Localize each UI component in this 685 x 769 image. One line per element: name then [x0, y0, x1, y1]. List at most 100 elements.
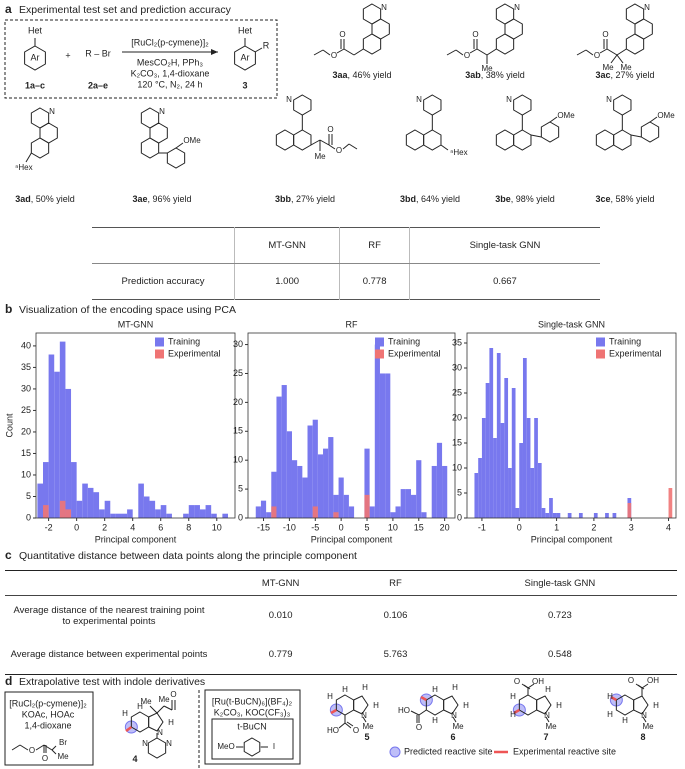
y-tick-label: 0	[457, 512, 462, 522]
bar	[379, 373, 386, 518]
legend-swatch	[375, 349, 384, 359]
legend-label: Experimental reactive site	[513, 746, 616, 756]
chart-title: MT-GNN	[118, 319, 154, 329]
ring	[613, 94, 632, 116]
bar	[65, 509, 72, 518]
bar	[668, 488, 673, 518]
compound-id: 5	[364, 732, 369, 742]
bond	[549, 116, 558, 123]
bar	[183, 513, 189, 518]
bar	[338, 477, 344, 518]
bond	[338, 722, 346, 729]
atom-label: H	[510, 710, 516, 719]
bar	[485, 383, 490, 518]
compound-yield: , 50% yield	[31, 194, 75, 204]
bar	[556, 513, 561, 518]
y-tick-label: 35	[452, 337, 462, 347]
x-tick-label: 1	[554, 522, 559, 532]
bond	[606, 48, 618, 56]
atom-label: HO	[398, 706, 410, 715]
compound-caption: 6	[450, 732, 455, 742]
atom-label: H	[432, 685, 438, 694]
bar	[552, 513, 557, 518]
row-label: Average distance of the nearest training…	[13, 604, 205, 627]
bar	[307, 425, 313, 518]
compound-id: 3ae	[132, 194, 147, 204]
catalyst: [RuCl₂(p-cymene)]₂	[131, 37, 209, 47]
atom-label: H	[607, 710, 613, 719]
plus: +	[65, 50, 70, 60]
compound-id: 6	[450, 732, 455, 742]
bond	[149, 705, 158, 714]
bond	[254, 47, 263, 53]
condition: [Ru(t-BuCN)₆](BF₄)₂	[212, 696, 293, 706]
atom-label: H	[463, 701, 469, 710]
bond	[455, 49, 464, 56]
bar	[99, 509, 105, 518]
bond	[446, 49, 457, 56]
x-tick-label: -15	[257, 522, 270, 532]
bond	[649, 116, 658, 123]
bar	[194, 505, 200, 518]
bar	[317, 454, 324, 518]
compound-caption: 4	[132, 754, 137, 764]
panel-title: Visualization of the encoding space usin…	[19, 304, 236, 316]
x-tick-label: 0	[339, 522, 344, 532]
y-tick-label: 5	[26, 491, 31, 501]
bar	[500, 423, 505, 518]
atom-label: O	[29, 746, 35, 755]
ring	[513, 129, 532, 151]
compound-yield: , 98% yield	[511, 194, 555, 204]
bar	[405, 489, 412, 518]
bond	[476, 48, 488, 56]
atom-label: O	[472, 30, 478, 39]
ring	[540, 121, 560, 143]
legend-label: Experimental	[609, 348, 662, 358]
accuracy-table: MT-GNN RF Single-task GNN Prediction accur…	[92, 227, 600, 300]
ring	[243, 737, 261, 757]
bar	[281, 385, 287, 518]
bond	[523, 684, 531, 690]
bar	[522, 358, 527, 518]
y-tick-label: 0	[238, 512, 243, 522]
panel-letter: c	[5, 548, 12, 562]
bond	[51, 745, 57, 751]
bar	[493, 438, 497, 518]
bond	[25, 152, 32, 163]
atom-label: H	[373, 701, 379, 710]
y-tick-label: 20	[233, 397, 243, 407]
bar	[431, 465, 437, 518]
atom-label: O	[594, 51, 600, 60]
condition: t-BuCN	[237, 721, 267, 731]
compound-label: 2a–e	[88, 80, 108, 90]
ring	[640, 121, 660, 143]
condition: KOAc, HOAc	[22, 709, 75, 719]
bond	[346, 721, 354, 727]
bond	[319, 139, 330, 146]
bar	[526, 418, 531, 518]
atom-label: OMe	[183, 136, 201, 145]
bar	[328, 437, 334, 518]
ring	[362, 33, 382, 55]
ring	[536, 695, 552, 715]
x-tick-label: 20	[440, 522, 450, 532]
x-tick-label: 0	[74, 522, 79, 532]
bar	[37, 483, 44, 518]
panel-letter: d	[5, 674, 12, 688]
atom-label: O	[42, 754, 48, 763]
bar	[76, 500, 83, 518]
cell: 0.548	[547, 649, 572, 660]
legend-swatch	[155, 349, 164, 359]
ring	[595, 129, 615, 151]
bar	[211, 513, 217, 518]
bar	[400, 489, 406, 518]
ring	[148, 712, 164, 732]
atom-label: OH	[532, 677, 544, 686]
atom-label: N	[286, 95, 292, 104]
bar	[519, 443, 523, 518]
bar	[474, 473, 479, 518]
conditions-box	[204, 689, 301, 765]
header-cell: Single-task GNN	[408, 227, 600, 264]
atom-label: N	[416, 95, 422, 104]
compound-caption: 3bb, 27% yield	[275, 194, 335, 204]
